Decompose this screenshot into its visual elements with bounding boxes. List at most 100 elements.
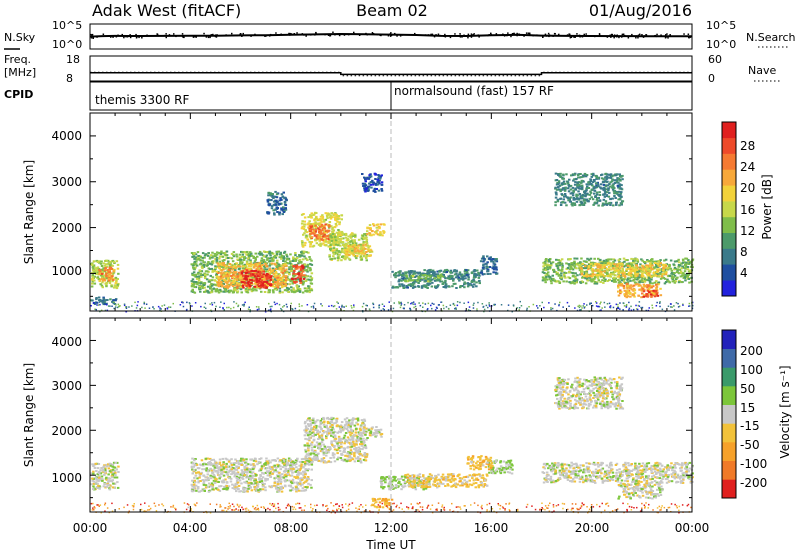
heatmap-cell — [550, 282, 553, 285]
heatmap-cell — [382, 230, 385, 233]
heatmap-cell — [210, 263, 214, 266]
heatmap-cell — [578, 267, 581, 270]
noise-search-point — [609, 34, 611, 36]
heatmap-cell — [114, 306, 117, 308]
heatmap-cell — [303, 255, 306, 258]
heatmap-cell — [594, 269, 597, 272]
heatmap-cell — [99, 278, 103, 281]
heatmap-cell — [332, 255, 335, 258]
heatmap-cell — [248, 254, 251, 257]
noise-search-point — [161, 35, 163, 37]
heatmap-cell — [406, 286, 409, 289]
heatmap-cell — [213, 269, 216, 271]
heatmap-cell — [615, 180, 619, 183]
heatmap-cell — [481, 266, 485, 269]
heatmap-cell — [300, 252, 304, 255]
heatmap-cell — [285, 253, 288, 256]
heatmap-cell — [474, 275, 477, 278]
heatmap-cell — [596, 277, 600, 280]
heatmap-cell — [264, 262, 267, 265]
heatmap-cell — [210, 283, 213, 285]
heatmap-cell — [309, 245, 312, 248]
heatmap-cell — [550, 264, 553, 267]
power-panel: 4000 3000 2000 1000 Slant Range [km] — [22, 112, 695, 313]
heatmap-cell — [219, 253, 223, 256]
heatmap-cell — [231, 276, 235, 278]
heatmap-cell — [217, 289, 220, 292]
noise-search-point — [236, 34, 238, 37]
heatmap-cell — [226, 282, 229, 285]
heatmap-cell — [237, 265, 240, 268]
heatmap-cell — [303, 216, 307, 219]
heatmap-cell — [332, 214, 335, 216]
heatmap-cell — [679, 275, 683, 278]
heatmap-cell — [408, 278, 411, 281]
heatmap-cell — [303, 244, 307, 247]
heatmap-cell — [95, 259, 99, 262]
heatmap-cell — [218, 288, 222, 291]
heatmap-cell — [272, 289, 275, 292]
heatmap-cell — [363, 187, 366, 190]
heatmap-cell — [338, 253, 341, 256]
heatmap-cell — [401, 272, 405, 275]
heatmap-cell — [609, 264, 612, 267]
heatmap-cell — [554, 172, 558, 175]
heatmap-cell — [361, 173, 364, 175]
heatmap-cell — [246, 291, 250, 294]
heatmap-cell — [365, 233, 369, 236]
heatmap-cell — [580, 272, 584, 275]
noise-search-point — [664, 35, 667, 37]
heatmap-cell — [650, 295, 653, 298]
heatmap-cell — [625, 296, 628, 299]
heatmap-cell — [624, 295, 627, 298]
heatmap-cell — [585, 174, 589, 176]
heatmap-cell — [339, 251, 343, 254]
heatmap-cell — [456, 301, 459, 303]
heatmap-cell — [688, 305, 690, 307]
noise-search-point — [327, 34, 330, 36]
noise-search-point — [655, 35, 658, 38]
heatmap-cell — [308, 235, 312, 238]
heatmap-cell — [206, 273, 209, 276]
heatmap-cell — [276, 211, 279, 213]
heatmap-cell — [329, 214, 332, 217]
heatmap-cell — [599, 264, 602, 267]
heatmap-cell — [245, 253, 248, 256]
heatmap-cell — [549, 280, 553, 282]
heatmap-cell — [566, 182, 570, 185]
heatmap-cell — [283, 278, 286, 281]
heatmap-cell — [362, 235, 365, 238]
heatmap-cell — [204, 273, 207, 276]
heatmap-cell — [217, 291, 221, 294]
heatmap-cell — [404, 272, 408, 274]
heatmap-cell — [288, 266, 291, 269]
noise-search-point — [579, 35, 582, 38]
heatmap-cell — [582, 203, 585, 206]
heatmap-cell — [209, 262, 212, 265]
heatmap-cell — [333, 240, 337, 243]
heatmap-cell — [278, 199, 282, 202]
heatmap-cell — [363, 176, 366, 179]
heatmap-cell — [95, 272, 98, 275]
heatmap-cell — [206, 289, 209, 292]
heatmap-cell — [571, 174, 575, 177]
heatmap-cell — [326, 240, 329, 243]
heatmap-cell — [434, 276, 437, 279]
heatmap-cell — [566, 187, 570, 190]
heatmap-cell — [585, 261, 588, 263]
heatmap-cell — [210, 254, 213, 257]
heatmap-cell — [302, 252, 305, 255]
noise-search-point — [181, 35, 184, 38]
noise-search-point — [637, 37, 639, 39]
heatmap-cell — [105, 274, 108, 277]
heatmap-cell — [268, 250, 271, 253]
heatmap-cell — [691, 266, 694, 269]
heatmap-cell — [238, 256, 242, 259]
heatmap-cell — [459, 285, 462, 287]
heatmap-cell — [241, 267, 245, 270]
heatmap-cell — [411, 286, 415, 289]
heatmap-cell — [304, 241, 307, 244]
heatmap-cell — [299, 274, 302, 277]
heatmap-cell — [673, 260, 677, 263]
heatmap-cell — [350, 240, 353, 243]
